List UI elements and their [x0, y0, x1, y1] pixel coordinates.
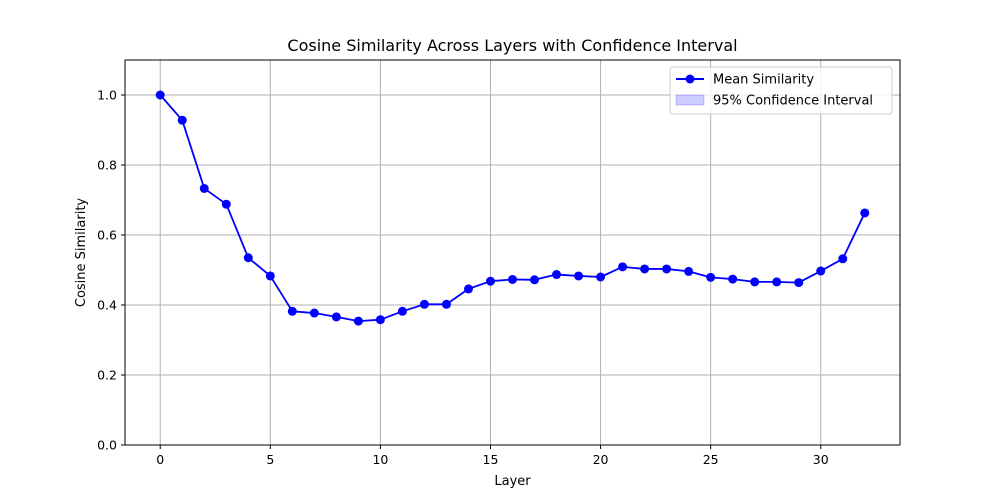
data-point [596, 272, 606, 282]
y-tick-label: 0.0 [97, 438, 117, 453]
data-point [331, 312, 341, 322]
y-tick-label: 0.2 [97, 368, 117, 383]
x-tick-label: 25 [703, 452, 719, 467]
data-point [309, 308, 319, 318]
data-point [485, 276, 495, 286]
data-point [375, 315, 385, 325]
data-point [662, 264, 672, 274]
data-point [419, 299, 429, 309]
data-point [794, 278, 804, 288]
series-layer [155, 90, 870, 326]
legend-label-ci: 95% Confidence Interval [713, 94, 873, 109]
x-tick-label: 10 [372, 452, 388, 467]
data-point [530, 275, 540, 285]
x-axis-label: Layer [494, 474, 531, 489]
x-axis-ticks: 0 5 10 15 20 25 30 [156, 445, 829, 467]
data-point [728, 274, 738, 284]
data-point [287, 306, 297, 316]
x-tick-label: 30 [813, 452, 829, 467]
data-point [838, 254, 848, 264]
x-tick-label: 20 [593, 452, 609, 467]
data-point [706, 272, 716, 282]
y-tick-label: 0.4 [97, 298, 117, 313]
data-point [860, 208, 870, 218]
x-tick-label: 5 [266, 452, 274, 467]
data-point [816, 266, 826, 276]
x-tick-label: 0 [156, 452, 164, 467]
legend-box [669, 66, 893, 115]
legend-marker-swatch [685, 74, 695, 84]
data-point [353, 316, 363, 326]
data-point [243, 253, 253, 263]
x-tick-label: 15 [483, 452, 499, 467]
data-point [199, 183, 209, 193]
y-tick-label: 0.8 [97, 158, 117, 173]
data-point [221, 199, 231, 209]
y-tick-label: 1.0 [97, 88, 117, 103]
legend: Mean Similarity 95% Confidence Interval [669, 66, 893, 115]
data-point [618, 262, 628, 272]
legend-ci-swatch [675, 94, 705, 106]
data-point [155, 90, 165, 100]
data-point [463, 284, 473, 294]
legend-label-mean: Mean Similarity [713, 73, 814, 88]
data-point [265, 271, 275, 281]
y-axis-ticks: 0.0 0.2 0.4 0.6 0.8 1.0 [97, 88, 125, 453]
data-point [552, 270, 562, 280]
data-point [508, 274, 517, 284]
data-point [441, 299, 451, 309]
data-point [574, 271, 584, 281]
data-point [397, 306, 407, 316]
data-point [177, 115, 187, 125]
data-point [684, 266, 694, 276]
y-tick-label: 0.6 [97, 228, 117, 243]
data-point [772, 277, 782, 287]
chart-title: Cosine Similarity Across Layers with Con… [287, 36, 737, 55]
data-point [750, 277, 760, 287]
plot-area-frame [124, 59, 901, 446]
data-point [640, 264, 650, 274]
y-axis-label: Cosine Similarity [74, 198, 89, 308]
